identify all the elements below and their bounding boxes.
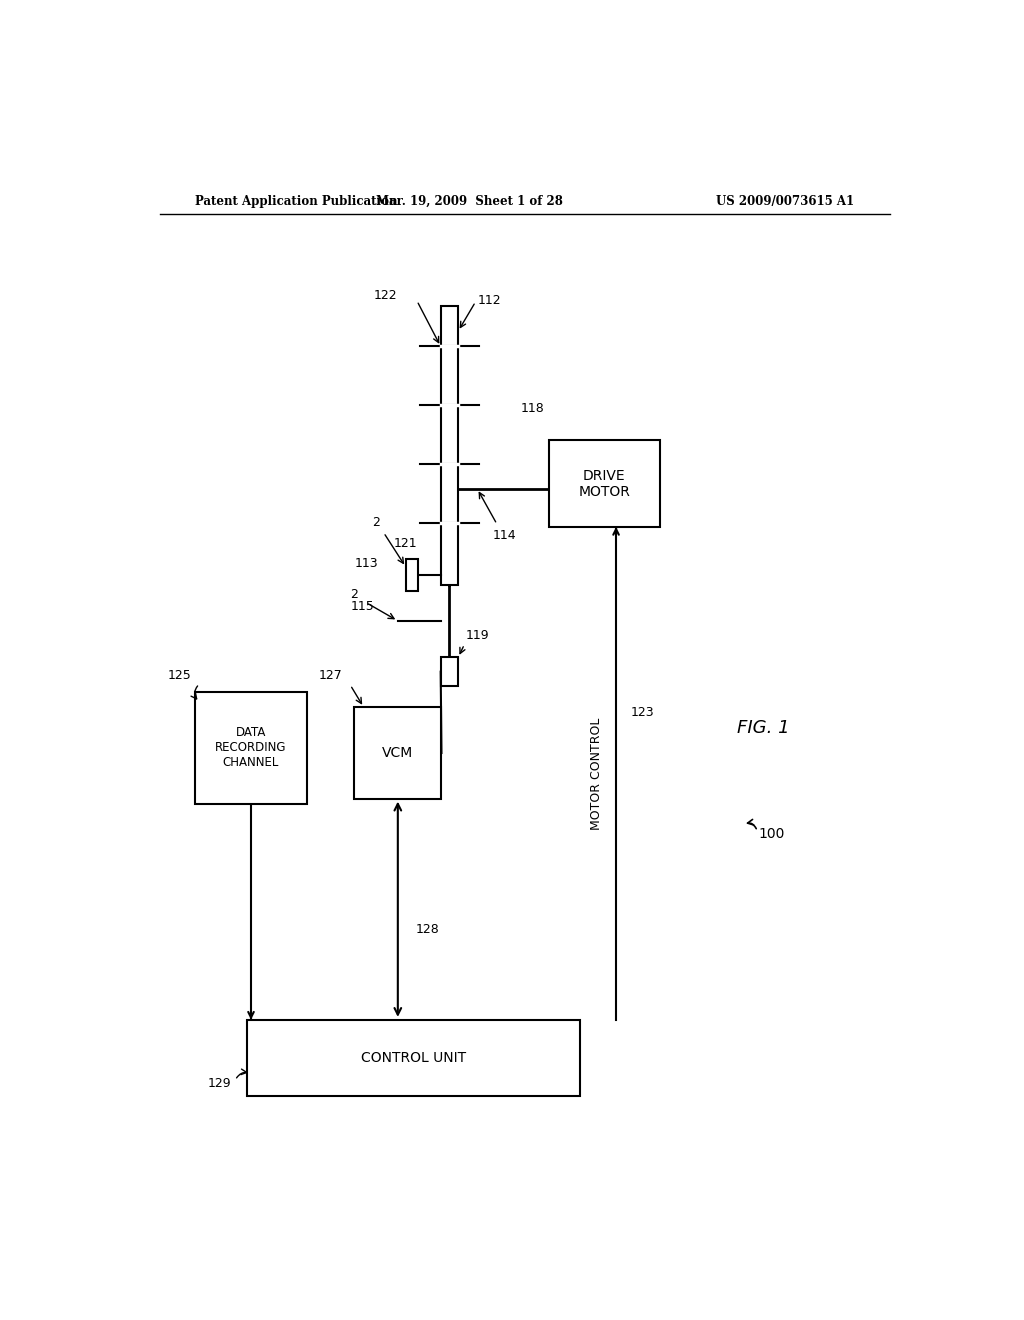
Text: 100: 100 bbox=[759, 828, 785, 841]
Text: DATA
RECORDING
CHANNEL: DATA RECORDING CHANNEL bbox=[215, 726, 287, 770]
Text: 127: 127 bbox=[318, 669, 342, 682]
Bar bbox=[247, 1020, 581, 1096]
Text: Mar. 19, 2009  Sheet 1 of 28: Mar. 19, 2009 Sheet 1 of 28 bbox=[376, 194, 562, 207]
Text: 113: 113 bbox=[354, 557, 378, 570]
Text: 122: 122 bbox=[374, 289, 397, 302]
Text: 128: 128 bbox=[416, 923, 439, 936]
Text: VCM: VCM bbox=[382, 746, 414, 760]
Text: 129: 129 bbox=[208, 1077, 231, 1090]
Text: 121: 121 bbox=[394, 537, 418, 549]
Text: MOTOR CONTROL: MOTOR CONTROL bbox=[590, 717, 603, 829]
Text: FIG. 1: FIG. 1 bbox=[736, 718, 790, 737]
Text: CONTROL UNIT: CONTROL UNIT bbox=[361, 1051, 466, 1065]
Bar bbox=[440, 306, 458, 585]
Bar bbox=[196, 692, 306, 804]
Text: DRIVE
MOTOR: DRIVE MOTOR bbox=[579, 469, 630, 499]
Text: Patent Application Publication: Patent Application Publication bbox=[196, 194, 398, 207]
Text: 115: 115 bbox=[350, 599, 374, 612]
Bar bbox=[406, 558, 419, 591]
Text: 119: 119 bbox=[466, 630, 489, 643]
Text: 112: 112 bbox=[478, 294, 502, 308]
Text: 2: 2 bbox=[350, 587, 358, 601]
Text: US 2009/0073615 A1: US 2009/0073615 A1 bbox=[716, 194, 854, 207]
Text: 123: 123 bbox=[631, 706, 654, 719]
Text: 114: 114 bbox=[494, 529, 517, 543]
Text: 118: 118 bbox=[521, 403, 545, 414]
Bar bbox=[354, 708, 441, 799]
Text: 2: 2 bbox=[372, 516, 380, 529]
Bar bbox=[440, 657, 458, 686]
Text: 125: 125 bbox=[168, 669, 191, 682]
Bar bbox=[549, 441, 659, 527]
